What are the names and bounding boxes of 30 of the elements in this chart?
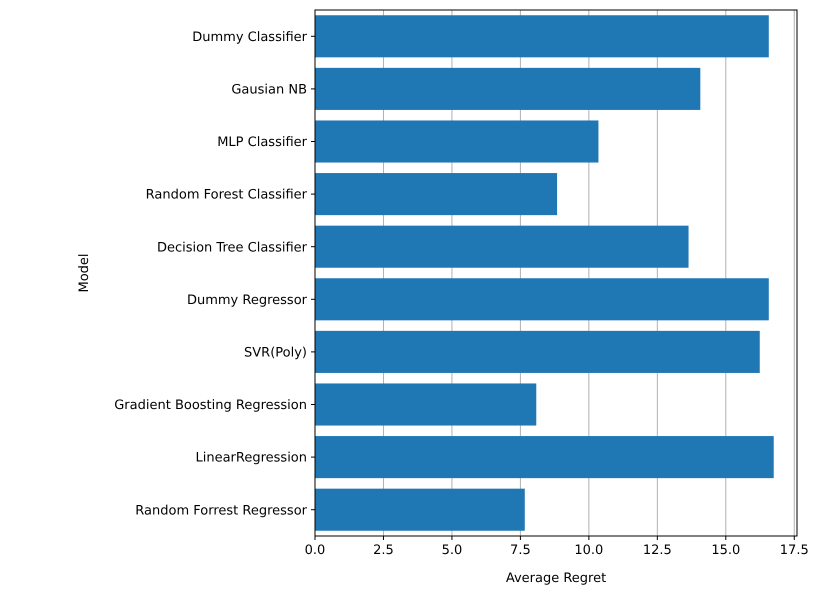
y-tick-label: SVR(Poly) xyxy=(244,345,307,360)
y-tick-label: Dummy Classifier xyxy=(192,30,308,45)
y-axis-title: Model xyxy=(76,253,92,293)
bar xyxy=(315,120,598,163)
bar xyxy=(315,383,536,426)
bar xyxy=(315,68,700,110)
bar xyxy=(315,436,774,478)
bar xyxy=(315,488,525,531)
y-tick-label: LinearRegression xyxy=(195,450,307,466)
x-tick-label: 17.5 xyxy=(780,543,809,558)
y-tick-label: Gradient Boosting Regression xyxy=(114,398,307,414)
y-tick-label: Random Forrest Regressor xyxy=(135,503,308,518)
y-tick-label: Decision Tree Classifier xyxy=(156,240,308,256)
y-tick-label: MLP Classifier xyxy=(217,135,308,150)
x-tick-label: 0.0 xyxy=(304,543,326,558)
y-tick-label: Dummy Regressor xyxy=(186,292,308,308)
x-tick-label: 15.0 xyxy=(711,543,740,558)
y-tick-label: Gausian NB xyxy=(231,82,307,98)
x-tick-label: 7.5 xyxy=(510,543,531,558)
x-tick-label: 12.5 xyxy=(642,543,672,558)
y-tick-label: Random Forest Classifier xyxy=(146,188,308,203)
x-tick-label: 2.5 xyxy=(373,543,394,558)
bar xyxy=(315,15,769,58)
bar xyxy=(315,226,689,268)
bar xyxy=(315,278,769,320)
x-tick-label: 5.0 xyxy=(442,543,462,558)
bar xyxy=(315,330,760,373)
x-tick-label: 10.0 xyxy=(574,543,604,558)
bar xyxy=(315,173,558,216)
x-axis-title: Average Regret xyxy=(506,571,606,586)
